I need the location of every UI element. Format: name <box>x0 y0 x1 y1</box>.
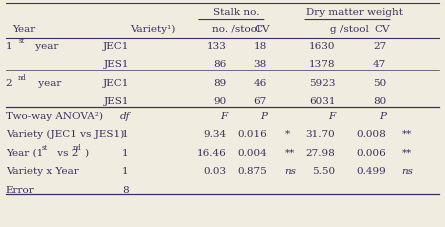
Text: g /stool: g /stool <box>330 25 369 34</box>
Text: CV: CV <box>255 25 270 34</box>
Text: P: P <box>260 111 267 120</box>
Text: F: F <box>328 111 335 120</box>
Text: JEC1: JEC1 <box>103 78 129 87</box>
Text: 5.50: 5.50 <box>312 166 335 175</box>
Text: JES1: JES1 <box>104 60 129 69</box>
Text: Variety¹): Variety¹) <box>130 25 175 34</box>
Text: st: st <box>42 143 49 151</box>
Text: 18: 18 <box>254 42 267 50</box>
Text: nd: nd <box>18 73 27 81</box>
Text: 2: 2 <box>6 78 12 87</box>
Text: 50: 50 <box>373 78 386 87</box>
Text: Year (1: Year (1 <box>6 148 43 157</box>
Text: Dry matter weight: Dry matter weight <box>306 8 403 17</box>
Text: 27.98: 27.98 <box>306 148 335 157</box>
Text: **: ** <box>401 148 412 157</box>
Text: 67: 67 <box>254 97 267 106</box>
Text: 1: 1 <box>122 148 129 157</box>
Text: Two-way ANOVA²): Two-way ANOVA²) <box>6 111 103 120</box>
Text: F: F <box>220 111 227 120</box>
Text: 1: 1 <box>122 166 129 175</box>
Text: 16.46: 16.46 <box>197 148 227 157</box>
Text: 0.875: 0.875 <box>237 166 267 175</box>
Text: 46: 46 <box>254 78 267 87</box>
Text: 89: 89 <box>214 78 227 87</box>
Text: Variety x Year: Variety x Year <box>6 166 79 175</box>
Text: 1: 1 <box>122 130 129 138</box>
Text: 5923: 5923 <box>309 78 335 87</box>
Text: no. /stool: no. /stool <box>211 25 260 34</box>
Text: CV: CV <box>374 25 389 34</box>
Text: JES1: JES1 <box>104 97 129 106</box>
Text: Stalk no.: Stalk no. <box>213 8 259 17</box>
Text: 0.004: 0.004 <box>237 148 267 157</box>
Text: 133: 133 <box>207 42 227 50</box>
Text: P: P <box>379 111 386 120</box>
Text: Error: Error <box>6 185 35 194</box>
Text: ns: ns <box>284 166 296 175</box>
Text: 0.016: 0.016 <box>237 130 267 138</box>
Text: 31.70: 31.70 <box>306 130 335 138</box>
Text: *: * <box>284 130 290 138</box>
Text: 8: 8 <box>122 185 129 194</box>
Text: 80: 80 <box>373 97 386 106</box>
Text: nd: nd <box>73 143 82 151</box>
Text: year: year <box>35 78 61 87</box>
Text: JEC1: JEC1 <box>103 42 129 50</box>
Text: 0.008: 0.008 <box>356 130 386 138</box>
Text: 1378: 1378 <box>309 60 335 69</box>
Text: 6031: 6031 <box>309 97 335 106</box>
Text: 1: 1 <box>6 42 12 50</box>
Text: 0.006: 0.006 <box>356 148 386 157</box>
Text: 47: 47 <box>373 60 386 69</box>
Text: year: year <box>32 42 59 50</box>
Text: ): ) <box>84 148 88 157</box>
Text: 38: 38 <box>254 60 267 69</box>
Text: vs 2: vs 2 <box>53 148 78 157</box>
Text: **: ** <box>284 148 295 157</box>
Text: 1630: 1630 <box>309 42 335 50</box>
Text: **: ** <box>401 130 412 138</box>
Text: Variety (JEC1 vs JES1): Variety (JEC1 vs JES1) <box>6 130 124 139</box>
Text: 9.34: 9.34 <box>204 130 227 138</box>
Text: df: df <box>120 111 130 120</box>
Text: 0.499: 0.499 <box>356 166 386 175</box>
Text: 90: 90 <box>214 97 227 106</box>
Text: ns: ns <box>401 166 413 175</box>
Text: 27: 27 <box>373 42 386 50</box>
Text: Year: Year <box>12 25 35 34</box>
Text: 0.03: 0.03 <box>204 166 227 175</box>
Text: st: st <box>18 37 24 44</box>
Text: 86: 86 <box>214 60 227 69</box>
